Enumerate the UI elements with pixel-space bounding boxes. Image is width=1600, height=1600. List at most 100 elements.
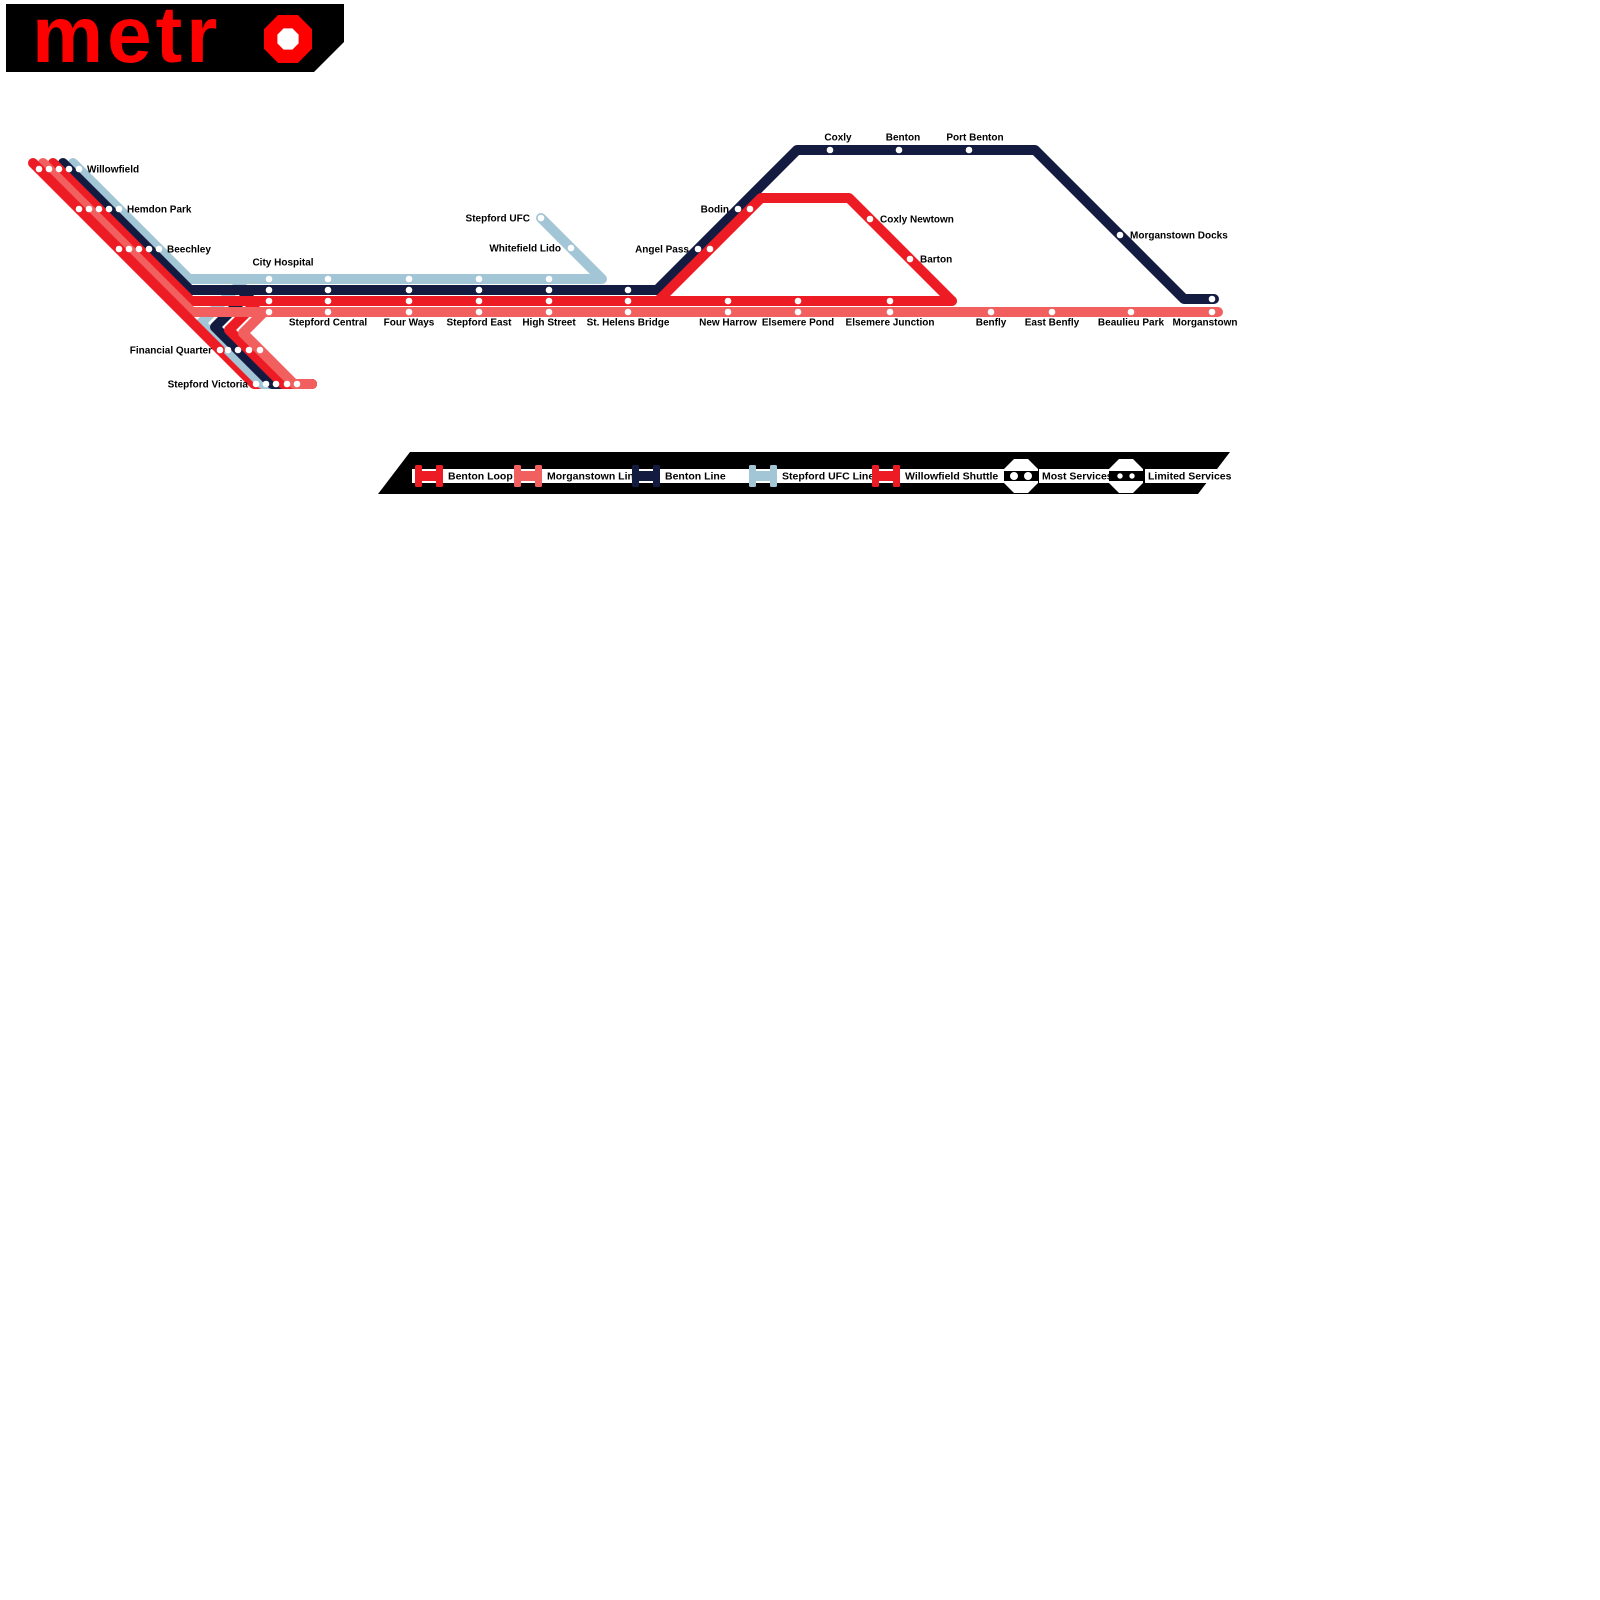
station-dot [245,346,253,354]
legend-line-swatch-icon [632,465,639,487]
station-dot [886,297,894,305]
station-label: Bodin [701,205,729,216]
legend-strip [412,469,1005,483]
station-dot [475,286,483,294]
station-dot [794,308,802,316]
legend-line-swatch-icon [749,465,756,487]
station-label: Elsemere Junction [846,318,935,329]
station-label: Beechley [167,245,211,256]
legend-line-swatch-icon [770,465,777,487]
station-dot [405,297,413,305]
legend-line-swatch-icon [535,465,542,487]
station-dot [324,286,332,294]
station-dot [293,380,301,388]
station-dot [794,297,802,305]
station-label: Coxly [824,133,852,144]
station-label: Stepford East [446,318,512,329]
station-dot [475,308,483,316]
station-dot [405,275,413,283]
station-dot [624,297,632,305]
station-label: High Street [522,318,576,329]
legend: Benton Loop Morganstown Line Benton Line St… [378,452,1241,494]
station-dot [95,205,103,213]
legend-item-label: Morganstown Line [547,471,640,483]
legend-line-swatch-icon [415,465,422,487]
station-label: Stepford Central [289,318,368,329]
legend-item-label: Limited Services [1148,471,1232,483]
legend-item-label: Willowfield Shuttle [905,471,998,483]
legend-label-backing [1039,469,1118,483]
station-dot [105,205,113,213]
line-morganstown-line [38,158,1223,317]
station-dot [1208,295,1216,303]
station-dot [65,165,73,173]
station-dot [545,275,553,283]
legend-line-swatch-icon [636,471,656,481]
legend-line-swatch-icon [518,471,538,481]
station-dot [125,245,133,253]
station-dot [265,308,273,316]
station-dot [75,165,83,173]
station-label: Port Benton [946,133,1003,144]
station-label: East Benfly [1025,318,1080,329]
legend-badge-dot [1129,473,1135,479]
station-dot [545,286,553,294]
station-dot [256,346,264,354]
station-dot [475,275,483,283]
legend-badge-dot [1024,472,1032,480]
legend-line-swatch-icon [753,471,773,481]
station-dot [746,205,754,213]
station-label: Benfly [976,318,1007,329]
station-label: Stepford Victoria [168,380,249,391]
station-dot [624,308,632,316]
station-dot [262,380,270,388]
logo-text: metr [32,0,221,79]
station-dot [567,244,575,252]
station-dot [475,297,483,305]
station-label: Stepford UFC [466,214,530,225]
logo-o-hole [277,28,299,50]
station-dot [724,297,732,305]
legend-item-label: Benton Line [665,471,726,483]
legend-line-swatch-icon [436,465,443,487]
station-label: Barton [920,255,952,266]
station-label: Beaulieu Park [1098,318,1165,329]
station-dot [537,214,545,222]
station-label: Whitefield Lido [489,244,561,255]
line-willowfield-shuttle [28,158,225,355]
legend-badge-bar [1109,471,1143,481]
station-dots [35,146,1216,388]
station-dot [252,380,260,388]
station-dot [405,308,413,316]
station-dot [734,205,742,213]
legend-item-label: Most Services [1042,471,1113,483]
metro-logo: metr [6,0,344,79]
station-label: Angel Pass [635,245,689,256]
station-dot [1116,231,1124,239]
station-dot [906,255,914,263]
station-dot [694,245,702,253]
line-morganstown-line [238,307,317,389]
station-dot [224,346,232,354]
station-dot [265,286,273,294]
station-dot [115,205,123,213]
station-dot [324,308,332,316]
station-dot [1208,308,1216,316]
station-dot [283,380,291,388]
station-dot [624,286,632,294]
station-label: Elsemere Pond [762,318,834,329]
station-dot [866,215,874,223]
station-dot [155,245,163,253]
station-label: Coxly Newtown [880,215,954,226]
station-dot [706,245,714,253]
station-dot [405,286,413,294]
station-dot [265,297,273,305]
station-dot [895,146,903,154]
station-dot [1048,308,1056,316]
legend-item-label: Stepford UFC Line [782,471,874,483]
station-label: Four Ways [384,318,435,329]
station-label: Morganstown [1173,318,1238,329]
legend-line-swatch-icon [893,465,900,487]
station-dot [324,297,332,305]
